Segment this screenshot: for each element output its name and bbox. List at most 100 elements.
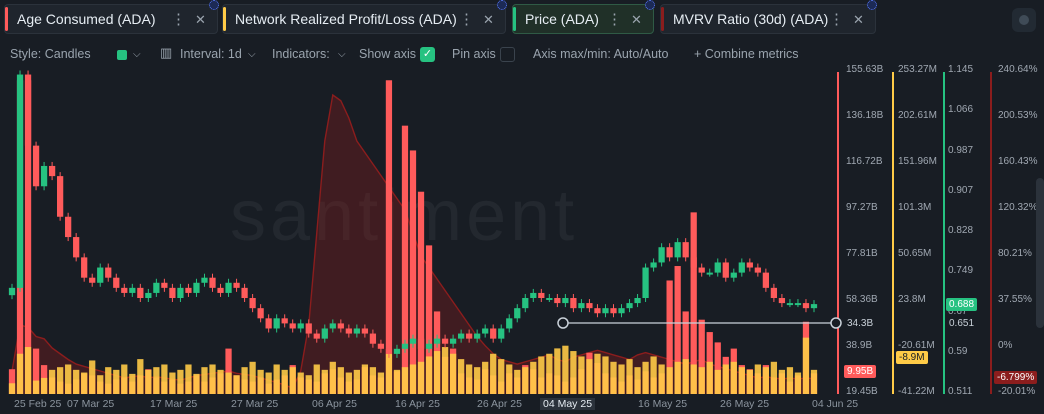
nrpl-bar [321, 369, 328, 394]
price-candle [650, 262, 657, 268]
nrpl-bar [393, 369, 401, 394]
axis-maxmin-dropdown[interactable]: Axis max/min: Auto/Auto [533, 47, 669, 61]
nrpl-bar [474, 367, 481, 394]
nrpl-bar [570, 351, 577, 394]
age-consumed-bar [698, 319, 705, 394]
nrpl-bar [433, 351, 441, 394]
nrpl-bar [482, 361, 489, 394]
price-candle [145, 292, 152, 299]
show-axis-label: Show axis [359, 47, 416, 61]
price-candle [530, 292, 537, 299]
x-tick-label: 07 Mar 25 [67, 398, 115, 410]
nrpl-bar [329, 361, 336, 394]
nrpl-bar [313, 364, 320, 394]
price-candle [249, 298, 256, 309]
age-consumed-bar [417, 191, 425, 394]
price-candle [770, 287, 778, 299]
tab-age-consumed[interactable]: Age Consumed (ADA) ⋮ ✕ [4, 0, 219, 34]
x-tick-label: 27 Mar 25 [231, 398, 279, 410]
nrpl-bar [40, 377, 48, 394]
nrpl-bar [217, 369, 224, 394]
hover-handle [557, 317, 569, 329]
y-tick-label: 50.65M [898, 248, 932, 259]
settings-badge-icon[interactable] [209, 0, 219, 10]
close-icon[interactable]: ✕ [853, 12, 864, 27]
candle-color-swatch[interactable] [117, 50, 127, 60]
y-tick-label: 200.53% [998, 110, 1038, 121]
tab-price[interactable]: Price (ADA) ⋮ ✕ [512, 0, 655, 34]
price-candle [81, 257, 88, 278]
settings-badge-icon[interactable] [497, 0, 507, 10]
price-candle [48, 165, 56, 177]
nrpl-bar [602, 356, 609, 394]
tab-color-bar [5, 7, 8, 31]
chart-scrollbar[interactable] [1036, 178, 1044, 328]
user-avatar[interactable] [1012, 8, 1036, 32]
nrpl-bar [810, 369, 818, 394]
price-candle [233, 282, 240, 288]
nrpl-bar [634, 367, 641, 394]
chart-canvas[interactable] [0, 68, 1044, 414]
settings-badge-icon[interactable] [645, 0, 655, 10]
age-consumed-bar [674, 266, 681, 394]
pin-axis-checkbox[interactable] [500, 47, 515, 62]
nrpl-bar [658, 364, 665, 394]
price-candle [225, 282, 232, 293]
combine-metrics-button[interactable]: + Combine metrics [694, 47, 799, 61]
price-candle [730, 272, 737, 278]
nrpl-bar [586, 359, 593, 394]
more-options-icon[interactable]: ⋮ [171, 11, 186, 28]
price-candle [113, 277, 120, 288]
interval-dropdown[interactable]: Interval: 1d [180, 47, 242, 61]
y-tick-label: -41.22M [898, 386, 935, 397]
price-candle [329, 323, 336, 329]
price-candle [506, 318, 513, 329]
x-tick-label: 04 Jun 25 [812, 398, 859, 410]
show-axis-checkbox[interactable]: ✓ [420, 47, 435, 62]
nrpl-bar [57, 367, 64, 394]
nrpl-bar [345, 372, 352, 394]
nrpl-bar [65, 364, 72, 394]
price-candle [722, 262, 729, 278]
age-consumed-bar [666, 280, 673, 394]
age-consumed-bar [401, 125, 409, 394]
age-consumed-bar [425, 245, 433, 394]
y-tick-label: 80.21% [998, 248, 1032, 259]
price-candle [369, 333, 377, 344]
nrpl-bar [257, 369, 264, 394]
price-candle [345, 328, 352, 334]
y-tick-label: 116.72B [846, 156, 883, 167]
price-candle [97, 267, 104, 283]
nrpl-bar [48, 369, 56, 394]
nrpl-bar [8, 383, 16, 394]
more-options-icon[interactable]: ⋮ [829, 11, 844, 28]
price-candle [754, 267, 761, 273]
chevron-down-icon[interactable]: ⌵ [133, 49, 141, 60]
price-candle [65, 216, 72, 238]
chevron-down-icon[interactable]: ⌵ [338, 49, 346, 60]
pin-axis-label: Pin axis [452, 47, 496, 61]
style-dropdown[interactable]: Style: Candles [10, 47, 91, 61]
close-icon[interactable]: ✕ [483, 12, 494, 27]
price-candle [32, 145, 40, 187]
nrpl-bar [89, 360, 96, 394]
nrpl-bar [738, 367, 745, 394]
y-tick-label: -20.61M [898, 340, 935, 351]
chevron-down-icon[interactable]: ⌵ [248, 49, 256, 60]
more-options-icon[interactable]: ⋮ [607, 11, 622, 28]
y-tick-label: 1.066 [948, 104, 974, 116]
close-icon[interactable]: ✕ [195, 12, 206, 27]
more-options-icon[interactable]: ⋮ [459, 11, 474, 28]
close-icon[interactable]: ✕ [631, 12, 642, 27]
indicators-dropdown[interactable]: Indicators: [272, 47, 330, 61]
age-hover-value: 34.3B [844, 317, 877, 330]
nrpl-bar [177, 369, 184, 394]
price-candle [554, 298, 561, 304]
age-consumed-bar [409, 150, 417, 394]
tab-mvrv-ratio[interactable]: MVRV Ratio (30d) (ADA) ⋮ ✕ [660, 0, 877, 34]
y-tick-label: 136.18B [846, 110, 884, 121]
settings-badge-icon[interactable] [867, 0, 877, 10]
age-consumed-bar [225, 348, 232, 394]
nrpl-bar [353, 369, 360, 394]
tab-network-realized-profit-loss[interactable]: Network Realized Profit/Loss (ADA) ⋮ ✕ [222, 0, 507, 34]
